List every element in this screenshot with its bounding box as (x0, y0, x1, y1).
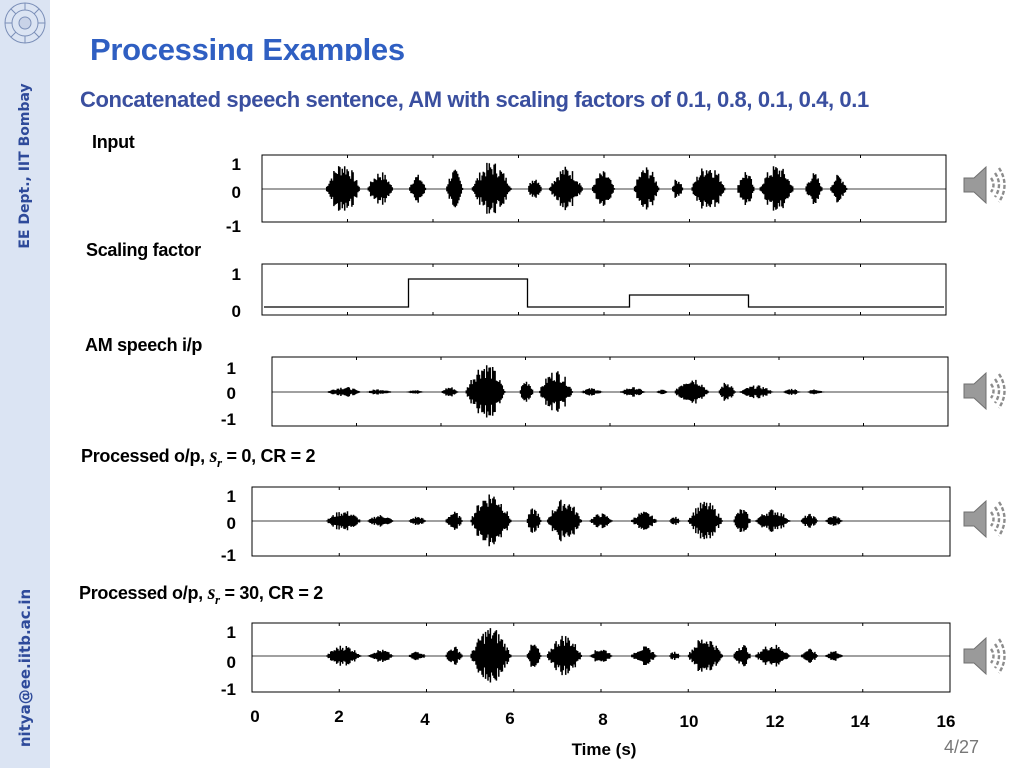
slide-subtitle: Concatenated speech sentence, AM with sc… (80, 87, 869, 112)
x-tick-label: 0 (250, 707, 259, 726)
page-number: 4/27 (944, 737, 980, 757)
y-tick-label: 0 (232, 183, 241, 202)
processed-sr0-suffix: = 0, CR = 2 (221, 446, 316, 466)
y-tick-label: -1 (221, 680, 236, 699)
speaker-icon[interactable] (960, 633, 1008, 679)
waveform-series (325, 162, 848, 214)
speaker-icon[interactable] (960, 496, 1008, 542)
slide-title: Processing Examples (90, 32, 405, 61)
processed-sr30-prefix: Processed o/p, (79, 583, 208, 603)
x-tick-label: 8 (598, 710, 607, 729)
y-tick-label: -1 (226, 217, 241, 236)
waveform-series (326, 494, 843, 547)
y-tick-label: 0 (227, 514, 236, 533)
speaker-icon[interactable] (960, 368, 1008, 414)
waveform-series (326, 365, 825, 418)
speaker-icon[interactable] (960, 162, 1008, 208)
sr-symbol: sr (209, 445, 223, 470)
y-tick-label: 1 (227, 623, 236, 642)
sr-subscript: r (217, 455, 222, 470)
institute-logo (4, 2, 46, 44)
scaling-factor-series (264, 278, 944, 308)
sr-symbol: sr (207, 582, 221, 607)
x-tick-label: 10 (680, 712, 699, 731)
sr-letter: s (207, 582, 216, 604)
x-tick-label: 12 (766, 712, 785, 731)
x-tick-label: 2 (334, 707, 343, 726)
y-tick-label: 0 (227, 653, 236, 672)
processed-sr30-suffix: = 30, CR = 2 (219, 583, 324, 603)
x-tick-label: 4 (420, 710, 430, 729)
processed-sr0-prefix: Processed o/p, (81, 446, 210, 466)
y-tick-label: 1 (227, 359, 236, 378)
x-tick-label: 14 (851, 712, 870, 731)
sr-letter: s (209, 445, 218, 467)
processed-sr30-label: Processed o/p, sr = 30, CR = 2 (79, 582, 323, 608)
waveform-series (326, 628, 843, 683)
y-tick-label: 1 (232, 265, 241, 284)
y-tick-label: -1 (221, 546, 236, 565)
y-tick-label: 1 (232, 155, 241, 174)
scaling-factor-label: Scaling factor (86, 240, 201, 260)
x-tick-label: 6 (505, 709, 514, 728)
y-tick-label: 0 (227, 384, 236, 403)
sidebar: EE Dept., IIT Bombay nitya@ee.iitb.ac.in (0, 0, 50, 768)
x-axis-label: Time (s) (572, 740, 637, 759)
sr-subscript: r (215, 592, 220, 607)
y-tick-label: -1 (221, 410, 236, 429)
am-speech-label: AM speech i/p (85, 335, 203, 355)
y-tick-label: 0 (232, 302, 241, 321)
processed-sr0-label: Processed o/p, sr = 0, CR = 2 (81, 445, 316, 471)
y-tick-label: 1 (227, 487, 236, 506)
input-label: Input (92, 132, 135, 152)
x-tick-label: 16 (937, 712, 956, 731)
